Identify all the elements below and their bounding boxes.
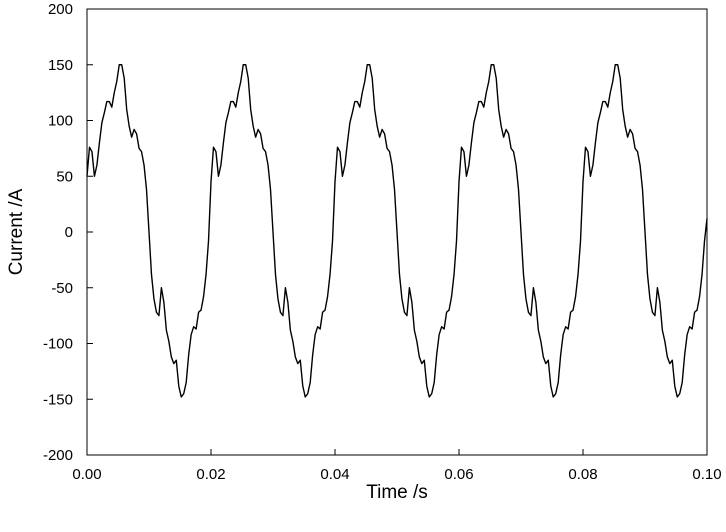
x-tick-label: 0.10 xyxy=(692,466,721,483)
x-axis: 0.00 0.02 0.04 0.06 0.08 0.10 xyxy=(72,449,722,483)
series-line-current xyxy=(86,64,708,398)
x-tick-label: 0.04 xyxy=(320,466,349,483)
y-tick-label: -150 xyxy=(43,391,73,408)
x-tick-label: 0.00 xyxy=(72,466,101,483)
y-tick-label: 200 xyxy=(48,1,73,18)
y-tick-label: -200 xyxy=(43,447,73,464)
x-axis-label: Time /s xyxy=(366,482,428,503)
y-tick-label: 0 xyxy=(65,224,73,241)
x-tick-label: 0.02 xyxy=(196,466,225,483)
x-tick-label: 0.08 xyxy=(568,466,597,483)
x-tick-label: 0.06 xyxy=(444,466,473,483)
y-tick-label: -50 xyxy=(51,280,73,297)
y-tick-label: 100 xyxy=(48,113,73,130)
y-axis-label: Current /A xyxy=(6,188,27,275)
y-tick-label: -100 xyxy=(43,336,73,353)
y-axis: -200 -150 -100 -50 0 50 100 150 200 xyxy=(43,1,93,464)
y-tick-label: 50 xyxy=(56,168,73,185)
y-tick-label: 150 xyxy=(48,57,73,74)
